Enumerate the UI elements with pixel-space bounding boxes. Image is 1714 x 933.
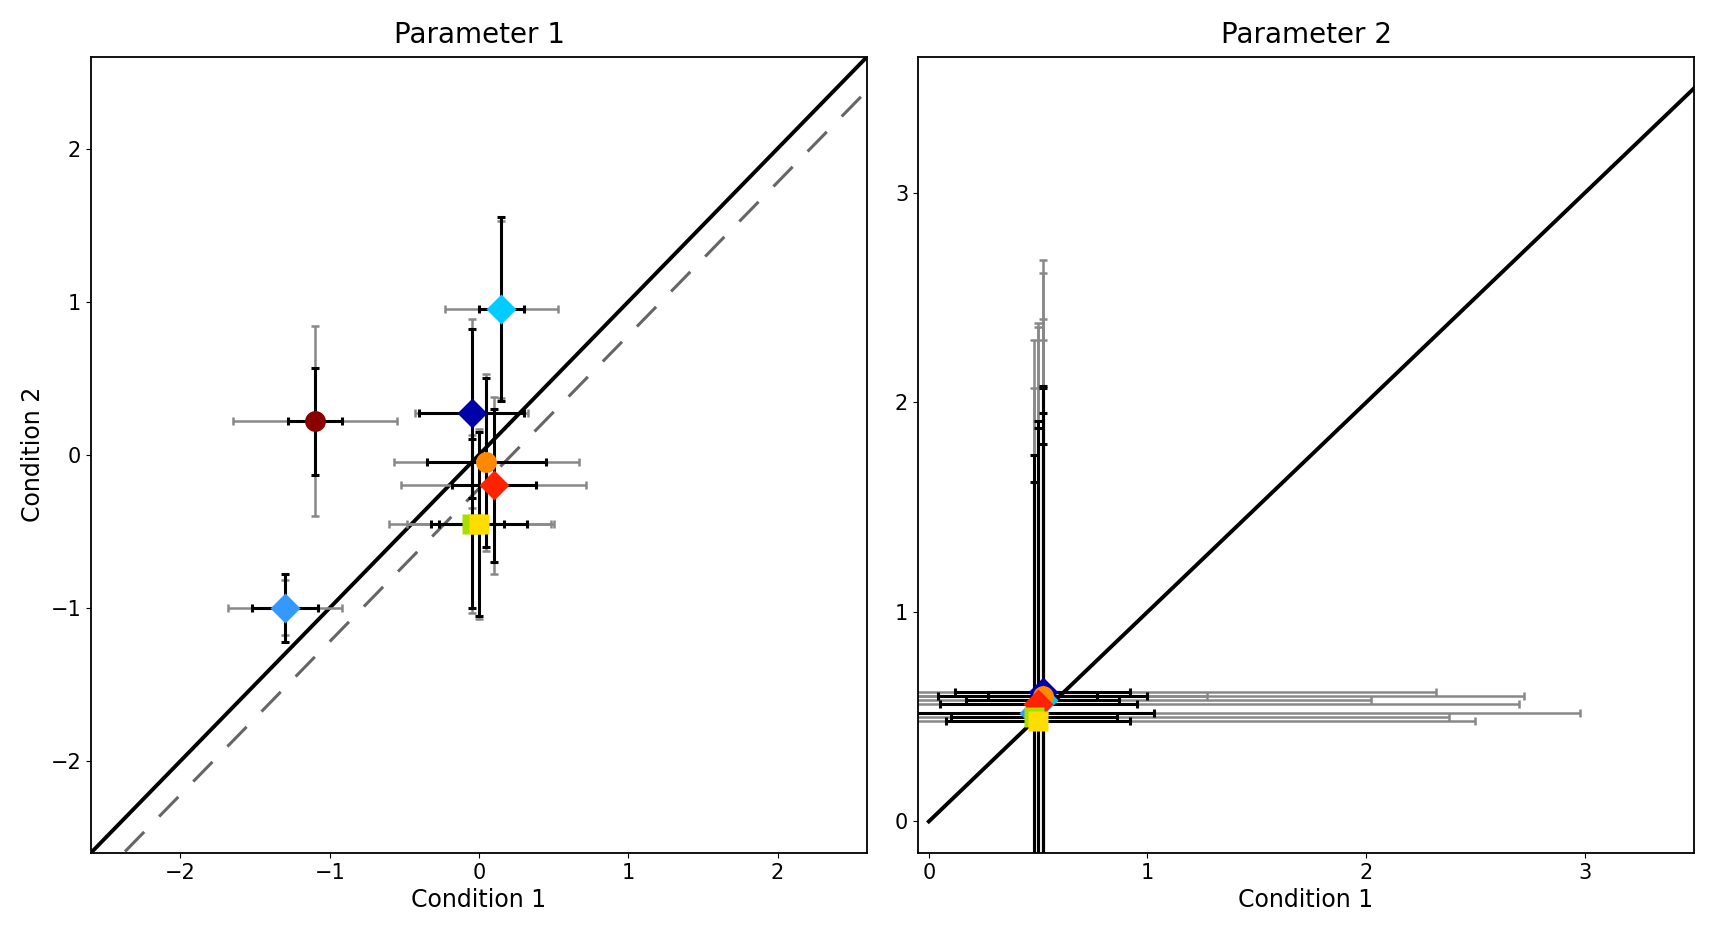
X-axis label: Condition 1: Condition 1 — [411, 888, 547, 912]
X-axis label: Condition 1: Condition 1 — [1238, 888, 1373, 912]
Title: Parameter 2: Parameter 2 — [1220, 21, 1390, 49]
Y-axis label: Condition 2: Condition 2 — [21, 387, 45, 522]
Title: Parameter 1: Parameter 1 — [393, 21, 564, 49]
